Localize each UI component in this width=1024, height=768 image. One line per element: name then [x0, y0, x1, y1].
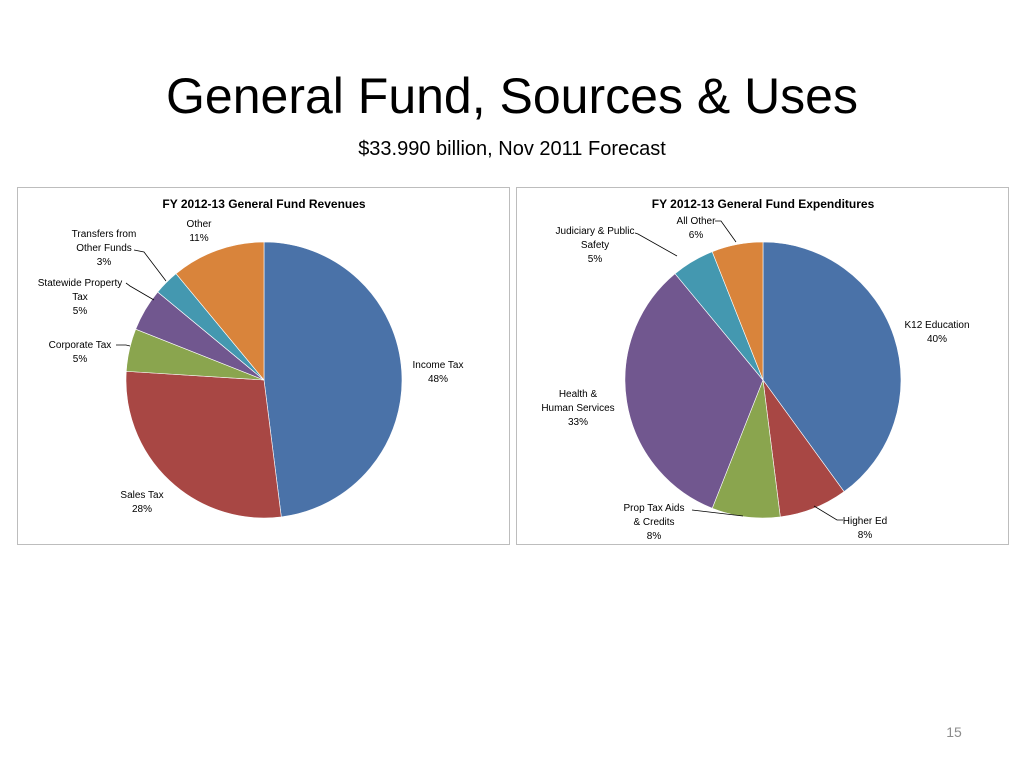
- expenditures-pie-chart: FY 2012-13 General Fund Expenditures K12 …: [541, 197, 969, 542]
- revenues-label-corporate-tax: Corporate Tax 5%: [49, 340, 112, 365]
- expenditures-label-k12-education: K12 Education 40%: [904, 320, 969, 345]
- revenues-chart-title: FY 2012-13 General Fund Revenues: [162, 197, 366, 211]
- expenditures-label-health-and-human-services: Health & Human Services 33%: [541, 389, 614, 428]
- revenues-leader-corporate-tax: [116, 344, 131, 347]
- expenditures-slice-health-and-human-services: [624, 273, 764, 509]
- expenditures-leader-higher-ed: [813, 505, 843, 521]
- revenues-label-income-tax: Income Tax 48%: [413, 360, 464, 385]
- expenditures-label-all-other: All Other 6%: [677, 216, 717, 241]
- revenues-leader-statewide-property-tax: [125, 282, 155, 301]
- expenditures-label-judiciary-and-public-safety: Judiciary & Public Safety 5%: [556, 226, 635, 265]
- expenditures-label-prop-tax-aids-and-credits: Prop Tax Aids & Credits 8%: [624, 503, 685, 542]
- revenues-label-other: Other 11%: [186, 219, 212, 244]
- revenues-leader-transfers-from-other-funds: [133, 249, 167, 282]
- revenues-slice-income-tax: [263, 241, 403, 518]
- expenditures-leader-all-other: [715, 220, 737, 243]
- slide-number: 15: [946, 724, 962, 740]
- expenditures-slice-k12-education: [762, 241, 902, 493]
- revenues-label-sales-tax: Sales Tax 28%: [120, 490, 163, 515]
- revenues-slice-sales-tax: [125, 371, 282, 519]
- slide-subtitle: $33.990 billion, Nov 2011 Forecast: [358, 138, 666, 160]
- revenues-label-statewide-property-tax: Statewide Property Tax 5%: [38, 278, 123, 317]
- expenditures-leader-prop-tax-aids-and-credits: [691, 509, 744, 517]
- revenues-pie-chart: FY 2012-13 General Fund Revenues Income T…: [38, 197, 464, 519]
- expenditures-chart-title: FY 2012-13 General Fund Expenditures: [652, 197, 875, 211]
- revenues-chart: FY 2012-13 General Fund Revenues Income T…: [17, 187, 510, 545]
- expenditures-slice-all-other: [711, 241, 764, 381]
- expenditures-label-higher-ed: Higher Ed 8%: [843, 516, 887, 541]
- revenues-label-transfers-from-other-funds: Transfers from Other Funds 3%: [72, 229, 137, 268]
- revenues-slice-other: [175, 241, 265, 381]
- slide-title: General Fund, Sources & Uses: [166, 68, 858, 124]
- expenditures-leader-judiciary-and-public-safety: [634, 232, 678, 257]
- expenditures-chart: FY 2012-13 General Fund Expenditures K12 …: [516, 187, 1009, 545]
